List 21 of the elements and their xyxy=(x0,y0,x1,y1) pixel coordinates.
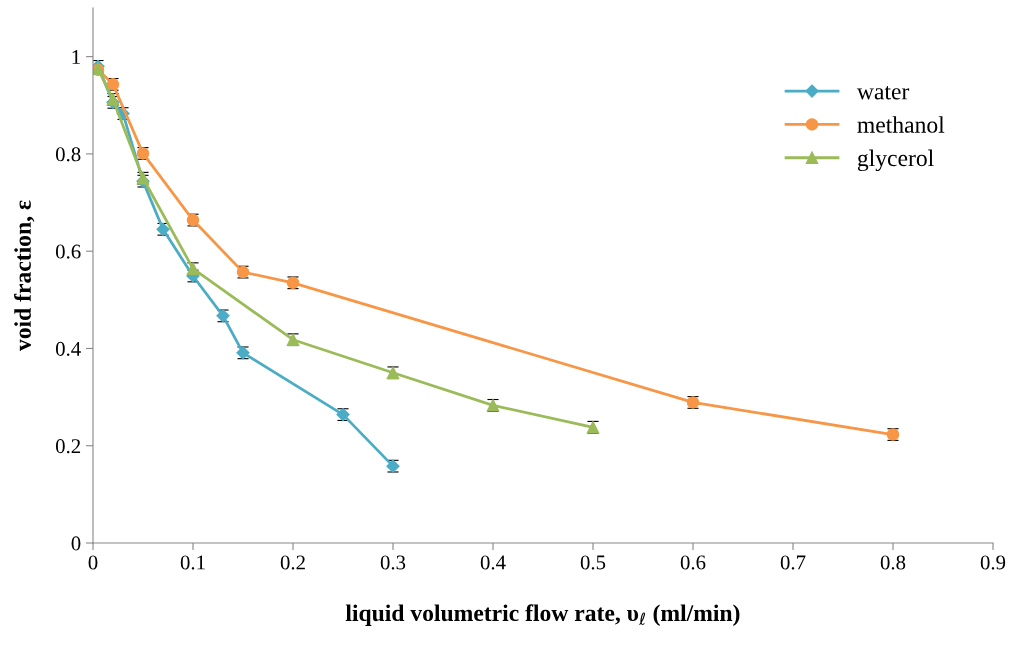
x-tick-label: 0.3 xyxy=(380,555,406,570)
x-tick-label: 0.1 xyxy=(180,555,205,570)
y-axis-title: void fraction, ε xyxy=(14,200,35,352)
y-tick-label: 0.2 xyxy=(55,439,81,454)
x-tick-label: 0.4 xyxy=(480,555,506,570)
y-tick-label: 0.6 xyxy=(55,244,81,259)
y-tick-label: 0 xyxy=(71,536,81,551)
x-tick-label: 0.2 xyxy=(280,555,305,570)
x-axis-title: liquid volumetric flow rate, υ$_{ℓ}$ (ml/min) xyxy=(345,604,740,626)
x-tick-label: 0.8 xyxy=(880,555,906,570)
x-tick-label: 0.6 xyxy=(680,555,706,570)
x-tick-label: 0.5 xyxy=(580,555,606,570)
y-tick-label: 1 xyxy=(72,50,80,64)
x-tick-label: 0 xyxy=(88,555,98,570)
legend-label: methanol xyxy=(857,116,945,133)
legend-label: water xyxy=(856,85,910,100)
x-tick-label: 0.7 xyxy=(780,555,806,570)
x-tick-label: 0.9 xyxy=(980,555,1006,570)
legend-label: glycerol xyxy=(857,149,934,172)
y-tick-label: 0.8 xyxy=(55,147,81,162)
y-tick-label: 0.4 xyxy=(55,341,81,356)
